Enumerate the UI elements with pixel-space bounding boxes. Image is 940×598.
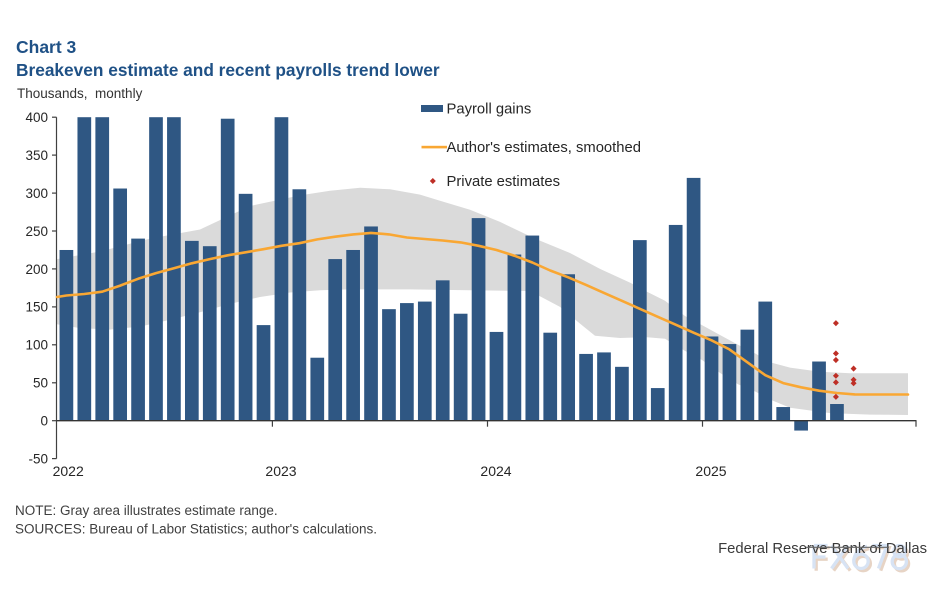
svg-text:100: 100	[25, 338, 48, 353]
svg-text:350: 350	[25, 148, 48, 163]
svg-text:50: 50	[33, 376, 48, 391]
svg-text:250: 250	[25, 224, 48, 239]
svg-text:NOTE: Gray area illustrates es: NOTE: Gray area illustrates estimate ran…	[15, 503, 278, 518]
svg-text:2023: 2023	[265, 463, 296, 479]
svg-text:0: 0	[40, 414, 48, 429]
svg-text:2022: 2022	[53, 463, 84, 479]
svg-text:Payroll gains: Payroll gains	[447, 102, 532, 118]
svg-text:300: 300	[25, 186, 48, 201]
svg-text:Author's estimates, smoothed: Author's estimates, smoothed	[447, 140, 641, 156]
svg-text:Private estimates: Private estimates	[447, 174, 560, 190]
svg-text:Thousands, monthly: Thousands, monthly	[17, 86, 143, 101]
svg-text:Breakeven estimate and recent: Breakeven estimate and recent payrolls t…	[16, 60, 440, 80]
svg-text:-50: -50	[28, 451, 48, 466]
svg-text:SOURCES: Bureau of Labor Stati: SOURCES: Bureau of Labor Statistics; aut…	[15, 522, 377, 537]
svg-text:150: 150	[25, 300, 48, 315]
svg-text:2025: 2025	[695, 463, 726, 479]
svg-text:Chart 3: Chart 3	[16, 37, 77, 57]
svg-text:Federal Reserve Bank of Dallas: Federal Reserve Bank of Dallas	[718, 541, 927, 557]
svg-text:2024: 2024	[480, 463, 511, 479]
svg-text:200: 200	[25, 262, 48, 277]
svg-text:400: 400	[25, 110, 48, 125]
